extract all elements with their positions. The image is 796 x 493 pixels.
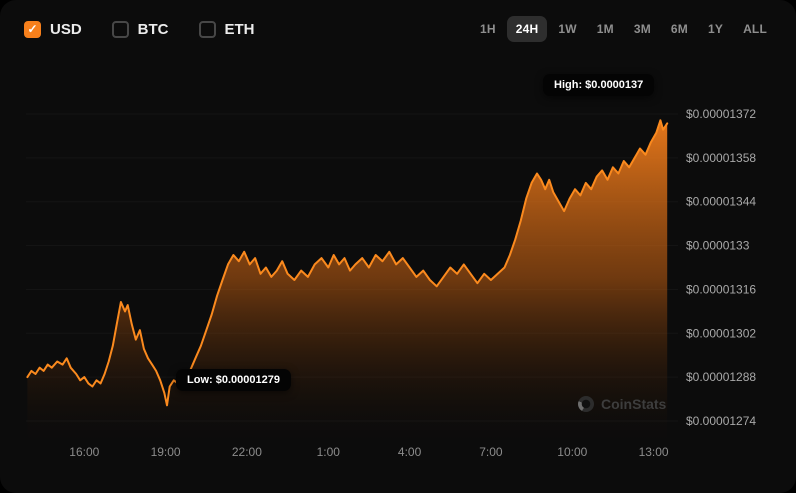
axis-layer: $0.00001372 $0.00001358 $0.00001344 $0.0000… [69, 107, 756, 459]
range-button-1m[interactable]: 1M [588, 16, 623, 42]
watermark-text: CoinStats [601, 396, 667, 412]
currency-toggle-eth[interactable]: ETH [198, 20, 255, 38]
x-axis-tick-label: 19:00 [151, 445, 181, 459]
range-buttons: 1H 24H 1W 1M 3M 6M 1Y ALL [471, 16, 776, 42]
range-button-all[interactable]: ALL [734, 16, 776, 42]
x-axis-tick-label: 16:00 [69, 445, 99, 459]
y-axis-tick-label: $0.00001344 [686, 195, 756, 209]
range-button-1h[interactable]: 1H [471, 16, 505, 42]
x-axis-tick-label: 13:00 [639, 445, 669, 459]
currency-toggle-btc[interactable]: BTC [111, 20, 169, 38]
price-line [26, 119, 669, 407]
x-axis-tick-label: 7:00 [479, 445, 503, 459]
coinstats-logo-icon [578, 396, 594, 412]
range-button-24h[interactable]: 24H [506, 16, 548, 42]
y-axis-tick-label: $0.00001358 [686, 151, 756, 165]
range-button-1w[interactable]: 1W [549, 16, 585, 42]
y-axis-tick-label: $0.00001274 [686, 414, 756, 428]
y-axis-tick-label: $0.00001316 [686, 282, 756, 296]
chart-header: ✓ USD BTC ETH 1H 24H 1W 1M 3M 6M 1Y ALL [24, 16, 776, 42]
x-axis-tick-label: 1:00 [317, 445, 341, 459]
currency-toggles: ✓ USD BTC ETH [24, 20, 255, 38]
currency-toggle-usd[interactable]: ✓ USD [24, 20, 82, 38]
low-tooltip: Low: $0.00001279 [176, 369, 291, 391]
currency-label: USD [50, 20, 82, 38]
checkbox-unchecked-icon[interactable] [111, 20, 129, 38]
range-button-6m[interactable]: 6M [662, 16, 697, 42]
currency-label: BTC [137, 20, 169, 38]
y-axis-tick-label: $0.00001372 [686, 107, 756, 121]
range-button-1y[interactable]: 1Y [699, 16, 732, 42]
x-axis-tick-label: 4:00 [398, 445, 422, 459]
y-axis-tick-label: $0.0000133 [686, 239, 750, 253]
watermark: CoinStats [578, 396, 666, 412]
price-area-fill [27, 120, 668, 439]
range-button-3m[interactable]: 3M [625, 16, 660, 42]
checkbox-unchecked-icon[interactable] [198, 20, 216, 38]
y-axis-tick-label: $0.00001302 [686, 326, 756, 340]
currency-label: ETH [224, 20, 255, 38]
x-axis-tick-label: 10:00 [557, 445, 587, 459]
high-tooltip: High: $0.0000137 [543, 74, 655, 96]
series-layer [26, 119, 669, 439]
y-axis-tick-label: $0.00001288 [686, 370, 756, 384]
checkbox-checked-icon[interactable]: ✓ [24, 20, 41, 38]
x-axis-tick-label: 22:00 [232, 445, 262, 459]
